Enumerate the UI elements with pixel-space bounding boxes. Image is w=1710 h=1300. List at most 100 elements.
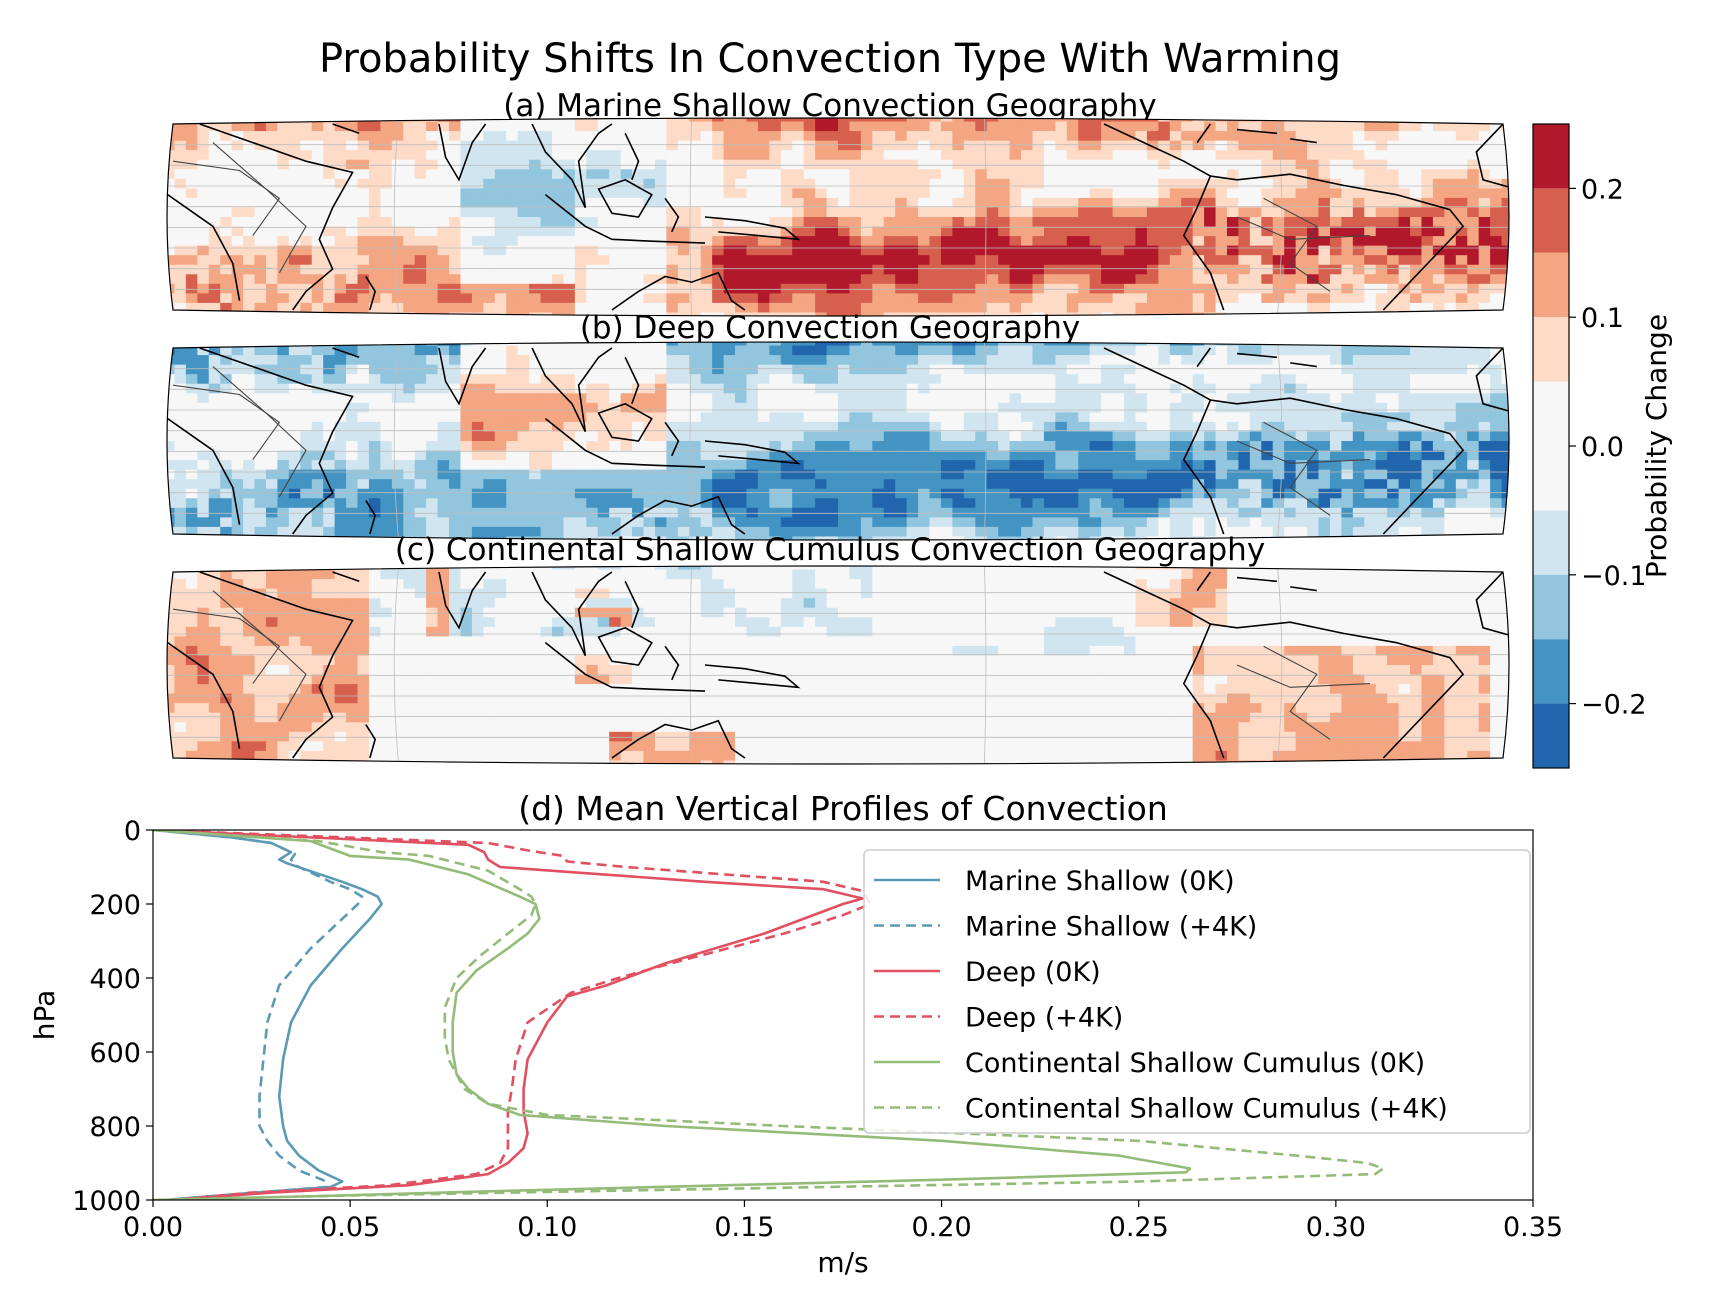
map-cell bbox=[185, 226, 198, 237]
map-cell bbox=[426, 236, 439, 247]
map-cell bbox=[1272, 236, 1285, 247]
map-cell bbox=[1329, 236, 1342, 247]
map-cell bbox=[1364, 431, 1377, 442]
map-cell bbox=[551, 469, 565, 480]
map-cell bbox=[208, 364, 221, 375]
map-cell bbox=[849, 393, 862, 404]
map-cell bbox=[1146, 441, 1159, 452]
map-cell bbox=[1478, 274, 1491, 285]
map-cell bbox=[529, 217, 542, 228]
map-cell bbox=[220, 488, 233, 499]
map-cell bbox=[918, 217, 931, 228]
map-cell bbox=[1352, 312, 1365, 316]
map-cell bbox=[643, 507, 656, 518]
map-cell bbox=[1238, 197, 1251, 209]
map-cell bbox=[883, 121, 896, 132]
map-cell bbox=[471, 431, 484, 442]
map-cell bbox=[1146, 383, 1159, 394]
map-cell bbox=[1078, 312, 1091, 316]
map-cell bbox=[1112, 159, 1125, 170]
map-title-b: (b) Deep Convection Geography bbox=[580, 310, 1080, 346]
map-cell bbox=[998, 345, 1011, 356]
map-cell bbox=[780, 140, 793, 151]
map-cell bbox=[185, 283, 198, 294]
map-cell bbox=[895, 293, 908, 304]
map-cell bbox=[1398, 131, 1411, 142]
map-cell bbox=[471, 469, 484, 480]
map-cell bbox=[254, 188, 267, 199]
map-cell bbox=[300, 421, 313, 433]
map-cell bbox=[471, 507, 484, 518]
map-cell bbox=[815, 441, 828, 452]
map-cell bbox=[1181, 197, 1194, 209]
map-cell bbox=[483, 450, 496, 461]
map-cell bbox=[1295, 178, 1308, 189]
map-cell bbox=[769, 118, 782, 123]
map-cell bbox=[380, 393, 393, 404]
map-cell bbox=[1444, 245, 1457, 256]
map-cell bbox=[872, 283, 885, 294]
map-cell bbox=[403, 383, 416, 394]
map-cell bbox=[540, 169, 553, 180]
map-cell bbox=[1124, 207, 1137, 218]
map-cell bbox=[643, 312, 656, 316]
map-cell bbox=[757, 517, 770, 528]
map-cell bbox=[437, 441, 450, 452]
map-cell bbox=[1181, 302, 1194, 314]
map-cell bbox=[860, 412, 873, 423]
map-cell bbox=[712, 178, 725, 189]
map-cell bbox=[1089, 412, 1102, 423]
map-cell bbox=[437, 197, 450, 209]
map-cell bbox=[460, 421, 473, 433]
map-cell bbox=[872, 274, 885, 285]
map-cell bbox=[185, 188, 198, 199]
map-cell bbox=[1043, 431, 1056, 442]
map-cell bbox=[757, 188, 770, 199]
map-cell bbox=[323, 188, 336, 199]
map-cell bbox=[883, 169, 896, 180]
map-cell bbox=[334, 236, 347, 247]
map-cell bbox=[1238, 245, 1251, 256]
map-cell bbox=[1066, 245, 1079, 256]
map-cell bbox=[231, 197, 244, 209]
map-cell bbox=[529, 245, 542, 256]
map-cell bbox=[208, 431, 221, 442]
map-cell bbox=[529, 402, 542, 413]
map-cell bbox=[1226, 479, 1240, 490]
map-cell bbox=[780, 517, 793, 528]
map-cell bbox=[746, 374, 759, 385]
map-cell bbox=[277, 355, 290, 366]
map-cell bbox=[1307, 207, 1320, 218]
map-cell bbox=[460, 342, 473, 347]
map-cell bbox=[1421, 293, 1434, 304]
map-cell bbox=[620, 517, 633, 528]
map-cell bbox=[437, 217, 450, 228]
map-cell bbox=[757, 150, 770, 161]
map-cell bbox=[1181, 178, 1194, 189]
map-cell bbox=[300, 374, 313, 385]
map-cell bbox=[1089, 507, 1102, 518]
map-cell bbox=[494, 383, 507, 394]
map-cell bbox=[471, 188, 484, 199]
map-cell bbox=[346, 140, 359, 151]
map-cell bbox=[860, 460, 873, 471]
map-cell bbox=[254, 131, 267, 142]
map-cell bbox=[597, 169, 610, 180]
map-cell bbox=[654, 118, 667, 123]
map-cell bbox=[643, 283, 656, 294]
map-cell bbox=[826, 479, 839, 490]
map-cell bbox=[677, 402, 690, 413]
map-cell bbox=[643, 345, 656, 356]
map-cell bbox=[1364, 118, 1377, 123]
map-cell bbox=[1146, 412, 1159, 423]
map-cell bbox=[414, 402, 427, 413]
map-cell bbox=[620, 412, 633, 423]
map-cell bbox=[185, 441, 198, 452]
map-cell bbox=[323, 460, 336, 471]
map-cell bbox=[174, 118, 187, 123]
map-cell bbox=[1478, 217, 1491, 228]
map-cell bbox=[1181, 255, 1194, 266]
map-cell bbox=[769, 264, 782, 275]
map-cell bbox=[1455, 479, 1468, 490]
map-cell bbox=[323, 207, 336, 218]
